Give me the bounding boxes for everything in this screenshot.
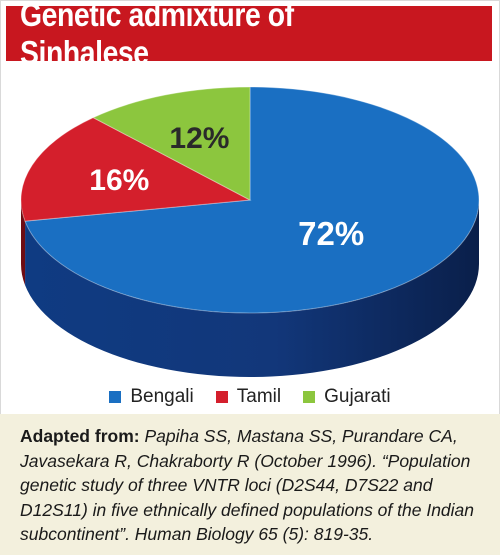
chart-title-bar: Genetic admixture of Sinhalese <box>6 0 492 71</box>
legend-label-gujarati: Gujarati <box>324 386 391 407</box>
caption-lead: Adapted from: <box>20 426 140 446</box>
pie-slice-gujarati <box>92 86 251 201</box>
source-caption: Adapted from: Papiha SS, Mastana SS, Pur… <box>0 414 500 555</box>
legend-item-bengali: Bengali <box>109 386 194 408</box>
legend-item-gujarati: Gujarati <box>303 386 391 408</box>
data-label-bengali: 72% <box>298 215 364 252</box>
legend-label-bengali: Bengali <box>130 386 194 407</box>
chart-title: Genetic admixture of Sinhalese <box>20 0 294 71</box>
pie-chart: 72% 16% 12% <box>20 86 480 378</box>
data-label-tamil: 16% <box>89 164 149 197</box>
legend-swatch-bengali <box>109 391 122 403</box>
legend-item-tamil: Tamil <box>215 386 282 408</box>
caption-citation: Papiha SS, Mastana SS, Purandare CA, Jav… <box>20 426 475 544</box>
legend-label-tamil: Tamil <box>236 386 282 407</box>
data-label-gujarati: 12% <box>169 122 229 155</box>
pie-slice-tamil <box>20 117 252 222</box>
legend-swatch-gujarati <box>303 391 316 403</box>
legend-swatch-tamil <box>215 391 228 403</box>
pie-slice-bengali <box>24 86 480 314</box>
chart-legend: Bengali Tamil Gujarati <box>0 386 500 408</box>
pie-side-bengali <box>25 200 480 378</box>
pie-side-tamil <box>21 200 26 286</box>
